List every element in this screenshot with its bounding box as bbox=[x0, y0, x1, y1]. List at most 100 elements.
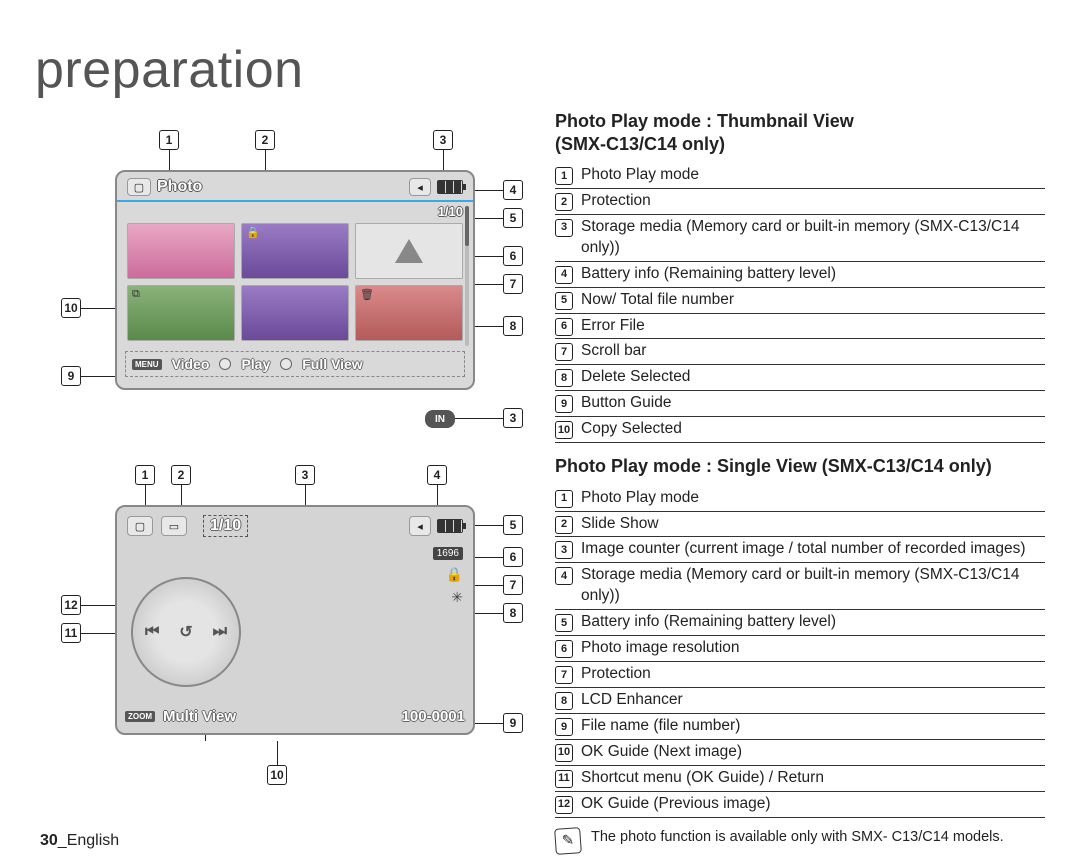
legend-number: 8 bbox=[555, 369, 573, 387]
thumbnail bbox=[241, 285, 349, 341]
legend-text: Scroll bar bbox=[581, 341, 646, 362]
next-icon: ⏭ bbox=[213, 623, 227, 641]
thumbnail: 🗑 bbox=[355, 285, 463, 341]
nav-dial: ⏮ ↺ ⏭ bbox=[131, 577, 241, 687]
legend-number: 11 bbox=[555, 770, 573, 788]
page-title: preparation bbox=[35, 40, 1045, 100]
legend-text: Battery info (Remaining battery level) bbox=[581, 612, 836, 633]
legend-row: 2Slide Show bbox=[555, 512, 1045, 538]
legend-text: Button Guide bbox=[581, 393, 671, 414]
warning-icon bbox=[395, 239, 423, 263]
section2-heading: Photo Play mode : Single View (SMX-C13/C… bbox=[555, 455, 1045, 478]
scroll-bar bbox=[465, 206, 469, 346]
legend-text: Now/ Total file number bbox=[581, 290, 734, 311]
note-text: The photo function is available only wit… bbox=[591, 828, 1004, 854]
legend-text: Image counter (current image / total num… bbox=[581, 539, 1026, 560]
callout-1: 1 bbox=[159, 130, 179, 150]
legend-row: 8 Delete Selected bbox=[555, 365, 1045, 391]
callout: 2 bbox=[171, 465, 191, 485]
legend-number: 7 bbox=[555, 666, 573, 684]
legend-column: Photo Play mode : Thumbnail View (SMX-C1… bbox=[555, 110, 1045, 854]
battery-icon bbox=[437, 180, 463, 194]
legend-row: 3Storage media (Memory card or built-in … bbox=[555, 215, 1045, 262]
legend-number: 6 bbox=[555, 640, 573, 658]
legend-row: 3Image counter (current image / total nu… bbox=[555, 537, 1045, 563]
legend-row: 9 File name (file number) bbox=[555, 714, 1045, 740]
section1-list: 1Photo Play mode2Protection3Storage medi… bbox=[555, 163, 1045, 443]
legend-number: 10 bbox=[555, 744, 573, 762]
legend-text: Storage media (Memory card or built-in m… bbox=[581, 217, 1045, 259]
callout: 12 bbox=[61, 595, 81, 615]
legend-text: LCD Enhancer bbox=[581, 690, 683, 711]
legend-number: 12 bbox=[555, 796, 573, 814]
legend-row: 10 Copy Selected bbox=[555, 417, 1045, 443]
legend-text: Photo image resolution bbox=[581, 638, 740, 659]
legend-text: Storage media (Memory card or built-in m… bbox=[581, 565, 1045, 607]
legend-number: 10 bbox=[555, 421, 573, 439]
legend-text: Shortcut menu (OK Guide) / Return bbox=[581, 768, 824, 789]
callout-2: 2 bbox=[255, 130, 275, 150]
legend-text: Battery info (Remaining battery level) bbox=[581, 264, 836, 285]
legend-number: 4 bbox=[555, 567, 573, 585]
copy-icon: ⧉ bbox=[132, 288, 140, 301]
button-guide-bar: MENU Video Play Full View bbox=[125, 351, 465, 377]
legend-row: 8 LCD Enhancer bbox=[555, 688, 1045, 714]
header-photo-label: Photo bbox=[157, 178, 202, 196]
legend-text: OK Guide (Previous image) bbox=[581, 794, 771, 815]
legend-row: 4 Storage media (Memory card or built-in … bbox=[555, 563, 1045, 610]
legend-row: 5 Now/ Total file number bbox=[555, 288, 1045, 314]
legend-text: OK Guide (Next image) bbox=[581, 742, 742, 763]
callout-6: 6 bbox=[503, 246, 523, 266]
battery-icon bbox=[437, 519, 463, 533]
in-storage-badge: IN bbox=[425, 410, 455, 428]
legend-text: Error File bbox=[581, 316, 645, 337]
callout: 3 bbox=[295, 465, 315, 485]
callout: 8 bbox=[503, 603, 523, 623]
zoom-chip: ZOOM bbox=[125, 711, 155, 722]
legend-number: 5 bbox=[555, 614, 573, 632]
legend-number: 9 bbox=[555, 718, 573, 736]
lock-icon: 🔒 bbox=[446, 566, 463, 583]
legend-row: 11 Shortcut menu (OK Guide) / Return bbox=[555, 766, 1045, 792]
prev-icon: ⏮ bbox=[145, 623, 159, 641]
image-counter: 1/10 bbox=[203, 515, 248, 537]
legend-text: File name (file number) bbox=[581, 716, 740, 737]
menu-chip: MENU bbox=[132, 359, 162, 370]
file-counter: 1/10 bbox=[117, 202, 473, 219]
callout: 1 bbox=[135, 465, 155, 485]
callout: 5 bbox=[503, 515, 523, 535]
photo-mode-icon: ▢ bbox=[127, 178, 151, 196]
screen-thumbnail-view: ▢ Photo ◂ 1/10 🔒 ⧉ 🗑 bbox=[115, 170, 475, 390]
thumbnail bbox=[127, 223, 235, 279]
lcd-enhancer-icon: ✳ bbox=[451, 589, 463, 606]
legend-text: Protection bbox=[581, 664, 651, 685]
callout-9: 9 bbox=[61, 366, 81, 386]
callout-4: 4 bbox=[503, 180, 523, 200]
callout: 9 bbox=[503, 713, 523, 733]
callout: 6 bbox=[503, 547, 523, 567]
thumbnail: 🔒 bbox=[241, 223, 349, 279]
legend-number: 6 bbox=[555, 318, 573, 336]
callout-7: 7 bbox=[503, 274, 523, 294]
thumbnail-view-diagram: 1 2 3 4 5 6 7 8 10 9 IN 3 bbox=[35, 130, 525, 430]
file-number: 100-0001 bbox=[402, 708, 465, 725]
legend-row: 12 OK Guide (Previous image) bbox=[555, 792, 1045, 818]
legend-text: Copy Selected bbox=[581, 419, 682, 440]
legend-number: 9 bbox=[555, 395, 573, 413]
legend-number: 5 bbox=[555, 292, 573, 310]
page-number: 30_English bbox=[40, 832, 119, 850]
photo-mode-icon: ▢ bbox=[127, 516, 153, 536]
legend-text: Photo Play mode bbox=[581, 488, 699, 509]
callout: 10 bbox=[267, 765, 287, 785]
callout-8: 8 bbox=[503, 316, 523, 336]
legend-text: Delete Selected bbox=[581, 367, 690, 388]
section2-list: 1 Photo Play mode 2Slide Show3Image counte… bbox=[555, 486, 1045, 818]
slideshow-icon: ▭ bbox=[161, 516, 187, 536]
legend-row: 2Protection bbox=[555, 189, 1045, 215]
legend-row: 1Photo Play mode bbox=[555, 163, 1045, 189]
legend-number: 1 bbox=[555, 490, 573, 508]
legend-text: Protection bbox=[581, 191, 651, 212]
legend-number: 8 bbox=[555, 692, 573, 710]
callout-10: 10 bbox=[61, 298, 81, 318]
screen-single-view: ▢ ▭ 1/10 ◂ 1696 🔒 ✳ ⏮ ↺ ⏭ bbox=[115, 505, 475, 735]
